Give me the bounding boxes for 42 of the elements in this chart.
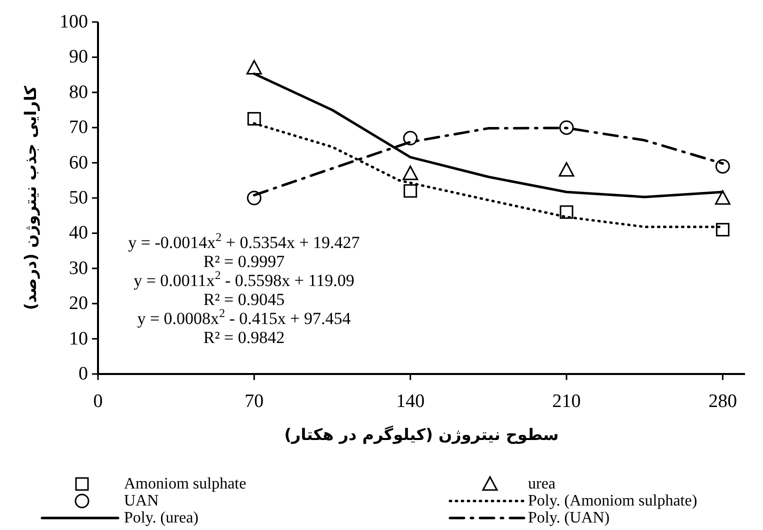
y-tick-label: 20 [69, 293, 88, 314]
y-tick-label: 60 [69, 152, 88, 174]
legend-label: urea [528, 476, 556, 492]
legend-label: Poly. (Amoniom sulphate) [528, 492, 698, 510]
legend-label: Poly. (urea) [124, 510, 198, 526]
point [714, 190, 730, 205]
point [716, 222, 730, 236]
annotation: R² = 0.9997 [203, 252, 286, 271]
point [402, 166, 418, 180]
annotation: y = -0.0014x$^{2}$ + 0.5354x + 19.427 [128, 230, 360, 252]
legend-label: UAN [124, 492, 160, 510]
legend-label: Poly. (UAN) [528, 510, 610, 526]
x-tick-label: 210 [552, 391, 581, 412]
y-tick-label: 90 [69, 46, 88, 68]
annotation: y = 0.0011x$^{2}$ - 0.5598x + 119.09 [134, 268, 354, 290]
point [246, 190, 262, 206]
point [559, 120, 574, 135]
y-tick-label: 70 [69, 117, 88, 138]
annotation: y = 0.0008x$^{2}$ - 0.415x + 97.454 [137, 306, 352, 328]
x-tick-label: 280 [708, 391, 737, 412]
annotation: R² = 0.9842 [203, 328, 285, 347]
x-tick-label: 0 [93, 391, 103, 412]
annotation: R² = 0.9045 [203, 290, 285, 309]
y-tick-label: 30 [69, 258, 88, 279]
point [560, 205, 574, 219]
point [715, 159, 730, 174]
y-tick-label: 0 [78, 364, 88, 384]
point [558, 162, 574, 177]
y-axis-title: کارایی جذب نیتروژن (درصد) [21, 85, 40, 310]
y-tick-label: 100 [60, 12, 88, 32]
x-tick-label: 70 [244, 391, 264, 412]
y-tick-label: 40 [69, 222, 88, 244]
y-tick-label: 10 [69, 328, 88, 350]
legend-label: Amoniom sulphate [124, 476, 246, 492]
y-tick-label: 80 [69, 82, 88, 103]
point [403, 130, 418, 146]
point [404, 184, 418, 198]
x-tick-label: 140 [396, 391, 425, 412]
x-axis-title: سطوح نیتروژن (کیلوگرم در هکتار) [284, 425, 559, 444]
point [246, 60, 262, 75]
point [247, 112, 261, 126]
y-tick-label: 50 [69, 188, 88, 208]
